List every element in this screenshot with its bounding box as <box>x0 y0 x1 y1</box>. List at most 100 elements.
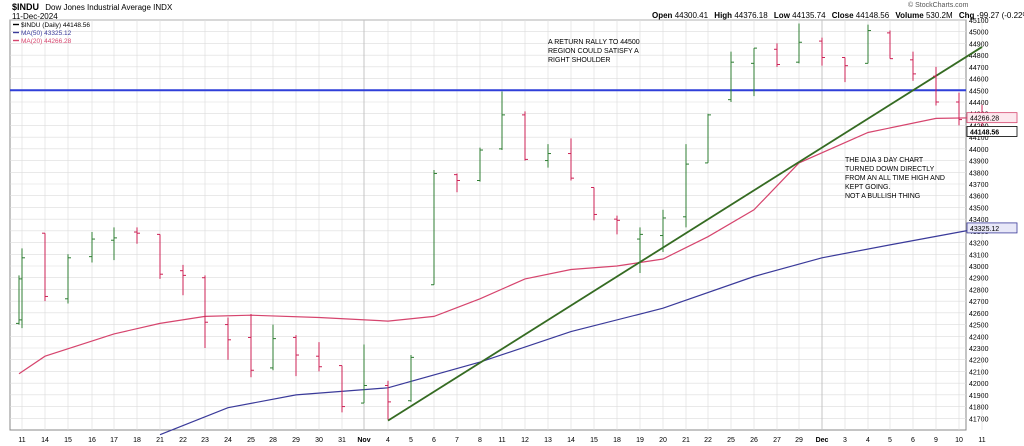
x-tick-label: 13 <box>544 437 552 444</box>
annotation-mid: KEPT GOING. <box>845 184 890 191</box>
y-tick-label: 43900 <box>969 159 989 166</box>
plot-frame <box>9 19 967 431</box>
y-tick-label: 44500 <box>969 88 989 95</box>
x-tick-label: 4 <box>866 437 870 444</box>
annotation-top: RIGHT SHOULDER <box>548 57 611 64</box>
x-tick-label: 28 <box>269 437 277 444</box>
y-tick-label: 42900 <box>969 276 989 283</box>
symbol: $INDU <box>12 2 40 12</box>
y-tick-label: 45100 <box>969 18 989 25</box>
x-tick-label: 14 <box>41 437 49 444</box>
open-value: 44300.41 <box>674 11 709 20</box>
y-tick-label: 42100 <box>969 369 989 376</box>
x-tick-label: 29 <box>795 437 803 444</box>
y-tick-label: 43200 <box>969 241 989 248</box>
x-tick-label: 30 <box>315 437 323 444</box>
x-tick-label: 5 <box>409 437 413 444</box>
x-tick-label: 20 <box>659 437 667 444</box>
y-tick-label: 42600 <box>969 311 989 318</box>
y-tick-label: 44600 <box>969 77 989 84</box>
close-price-label: 44148.56 <box>970 129 999 136</box>
x-tick-label: 14 <box>567 437 575 444</box>
y-tick-label: 42400 <box>969 334 989 341</box>
y-tick-label: 44700 <box>969 65 989 72</box>
y-tick-label: 41900 <box>969 393 989 400</box>
y-tick-label: 43600 <box>969 194 989 201</box>
x-tick-label: 18 <box>613 437 621 444</box>
close-value: 44148.56 <box>855 11 890 20</box>
x-tick-label: 15 <box>64 437 72 444</box>
y-tick-label: 42500 <box>969 323 989 330</box>
stockcharts-credit: © StockCharts.com <box>908 2 969 9</box>
volume-value: 530.2M <box>925 11 953 20</box>
y-tick-label: 42800 <box>969 287 989 294</box>
x-tick-label: 7 <box>455 437 459 444</box>
x-tick-label: 15 <box>590 437 598 444</box>
annotation-mid: NOT A BULLISH THING <box>845 193 920 200</box>
ma20-price-label-box <box>966 112 1018 124</box>
x-tick-label: 25 <box>727 437 735 444</box>
y-tick-label: 42200 <box>969 358 989 365</box>
x-tick-label: 21 <box>156 437 164 444</box>
ma50-price-label-box <box>966 222 1018 234</box>
y-tick-label: 43100 <box>969 252 989 259</box>
low-value: 44135.74 <box>792 11 826 20</box>
close-price-label-box <box>966 126 1018 137</box>
ma50-price-label: 43325.12 <box>970 226 999 233</box>
x-tick-label: 12 <box>521 437 529 444</box>
annotation-mid: TURNED DOWN DIRECTLY <box>845 166 935 173</box>
x-tick-label: 22 <box>179 437 187 444</box>
x-tick-label: 11 <box>978 437 985 444</box>
y-tick-label: 43800 <box>969 170 989 177</box>
legend-ma20: MA(20) 44266.28 <box>21 38 72 45</box>
x-tick-label: Dec <box>816 437 829 444</box>
y-tick-label: 43700 <box>969 182 989 189</box>
y-tick-label: 43000 <box>969 264 989 271</box>
x-tick-label: 6 <box>911 437 915 444</box>
y-tick-label: 45000 <box>969 30 989 37</box>
y-tick-label: 44900 <box>969 41 989 48</box>
x-tick-label: 23 <box>201 437 209 444</box>
y-tick-label: 41800 <box>969 405 989 412</box>
trendline <box>387 46 983 422</box>
ohlc-readout: Open 44300.41 High 44376.18 Low 44135.74… <box>652 11 1024 20</box>
ma50-line <box>159 227 983 436</box>
x-tick-label: 17 <box>110 437 118 444</box>
x-tick-label: 8 <box>478 437 482 444</box>
x-tick-label: 31 <box>338 437 346 444</box>
x-tick-label: 19 <box>636 437 644 444</box>
x-tick-label: 18 <box>133 437 141 444</box>
x-tick-label: 25 <box>247 437 255 444</box>
x-tick-label: 22 <box>704 437 712 444</box>
y-tick-label: 42300 <box>969 346 989 353</box>
x-tick-label: Nov <box>357 437 370 444</box>
x-tick-label: 6 <box>432 437 436 444</box>
change-value: -99.27 (-0.22%) <box>976 11 1024 20</box>
y-tick-label: 41700 <box>969 416 989 423</box>
y-tick-label: 42700 <box>969 299 989 306</box>
y-tick-label: 44800 <box>969 53 989 60</box>
annotation-mid: FROM AN ALL TIME HIGH AND <box>845 175 945 182</box>
x-tick-label: 4 <box>386 437 390 444</box>
annotation-top: A RETURN RALLY TO 44500 <box>548 39 640 46</box>
annotation-mid: THE DJIA 3 DAY CHART <box>845 157 924 164</box>
y-tick-label: 42000 <box>969 381 989 388</box>
x-tick-label: 26 <box>750 437 758 444</box>
x-tick-label: 9 <box>934 437 938 444</box>
x-tick-label: 5 <box>888 437 892 444</box>
x-tick-label: 3 <box>843 437 847 444</box>
x-tick-label: 21 <box>682 437 690 444</box>
chart-date: 11-Dec-2024 <box>12 12 58 21</box>
x-tick-label: 27 <box>773 437 781 444</box>
y-tick-label: 44400 <box>969 100 989 107</box>
ma20-line <box>18 117 983 375</box>
y-tick-label: 43500 <box>969 205 989 212</box>
high-value: 44376.18 <box>734 11 768 20</box>
y-tick-label: 43400 <box>969 217 989 224</box>
x-tick-label: 16 <box>88 437 96 444</box>
y-tick-label: 44000 <box>969 147 989 154</box>
legend-price: $INDU (Daily) 44148.56 <box>21 22 90 29</box>
x-tick-label: 11 <box>18 437 25 444</box>
x-tick-label: 11 <box>498 437 505 444</box>
